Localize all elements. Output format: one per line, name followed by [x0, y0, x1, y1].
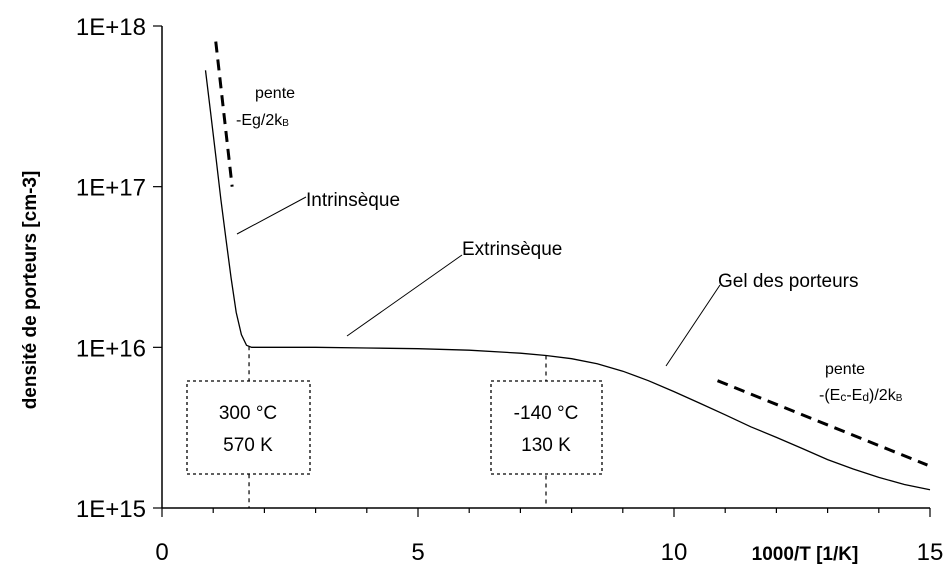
- y-axis-title: densité de porteurs [cm-3]: [20, 171, 41, 410]
- leader-gel: [665, 284, 721, 367]
- leader-extrinseque: [346, 254, 463, 337]
- marker-box-1-line2: 570 K: [223, 435, 273, 456]
- pente-1-formula-sub: B: [282, 118, 289, 129]
- label-pente-2-title: pente: [825, 361, 865, 378]
- y-tick-label: 1E+16: [76, 335, 146, 362]
- y-ticks: 1E+15 1E+16 1E+17 1E+18: [76, 14, 162, 523]
- pente-2-sub-c: c: [840, 390, 846, 404]
- x-ticks: 0 5 10 15: [155, 508, 943, 566]
- pente-1-formula-main: -Eg/2k: [236, 112, 283, 129]
- pente-2-formula-b: -E: [846, 387, 862, 404]
- y-tick-label: 1E+17: [76, 175, 146, 202]
- label-pente-1-formula: -Eg/2kB: [236, 112, 289, 129]
- slope-line-1: [214, 41, 234, 187]
- marker-box-2-line1: -140 °C: [514, 403, 579, 424]
- marker-box-2-line2: 130 K: [521, 435, 571, 456]
- marker-box-2: [490, 380, 603, 475]
- slope-line-2: [716, 379, 928, 467]
- y-tick-label: 1E+15: [76, 496, 146, 523]
- label-intrinseque: Intrinsèque: [306, 190, 400, 211]
- pente-2-sub-d: d: [862, 390, 869, 404]
- label-pente-2-formula: -(Ec-Ed)/2kB: [819, 387, 903, 404]
- pente-2-sub-b: B: [896, 393, 903, 404]
- pente-2-formula-a: -(E: [819, 387, 840, 404]
- marker-box-1: [186, 380, 311, 475]
- series-line: [204, 70, 931, 491]
- x-axis-title: 1000/T [1/K]: [752, 544, 859, 565]
- y-tick-label: 1E+18: [76, 14, 146, 41]
- x-tick-label: 0: [155, 539, 168, 566]
- marker-box-1-line1: 300 °C: [219, 403, 277, 424]
- label-pente-1-title: pente: [255, 85, 295, 102]
- pente-2-formula-c: )/2k: [869, 387, 897, 404]
- leader-intrinseque: [236, 196, 307, 235]
- x-tick-label: 15: [917, 539, 944, 566]
- slope-lines: [214, 41, 928, 467]
- x-tick-label: 5: [411, 539, 424, 566]
- label-gel: Gel des porteurs: [718, 271, 858, 292]
- x-tick-label: 10: [661, 539, 688, 566]
- label-extrinseque: Extrinsèque: [462, 239, 562, 260]
